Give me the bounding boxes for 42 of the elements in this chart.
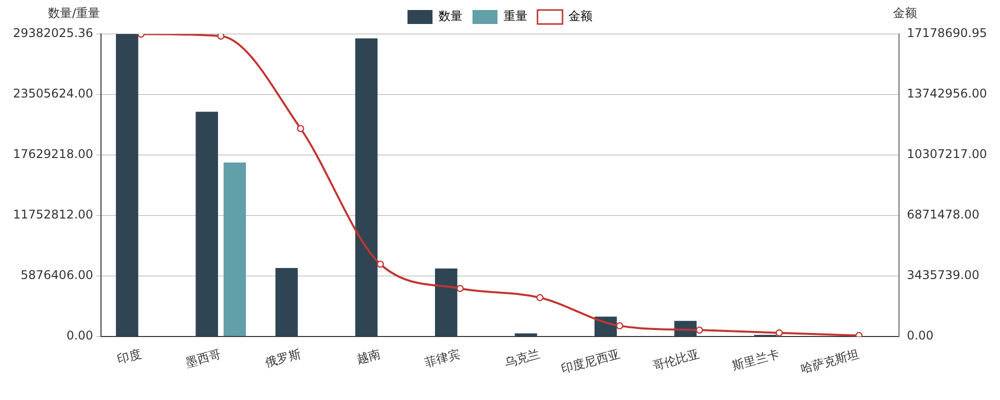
y-tick-label: 5876406.00 xyxy=(20,268,94,282)
y2-axis-title: 金额 xyxy=(892,6,917,20)
y2-tick-label: 13742956.00 xyxy=(906,86,988,101)
point xyxy=(217,34,224,40)
legend-label: 金额 xyxy=(568,9,592,24)
point xyxy=(776,329,783,336)
y-axis-title: 数量/重量 xyxy=(48,6,100,20)
bar xyxy=(116,34,138,336)
point xyxy=(696,326,704,334)
point xyxy=(536,294,544,302)
x-tick-label: 哈萨克斯坦 xyxy=(798,346,861,376)
bar xyxy=(514,333,538,336)
bar xyxy=(275,268,298,336)
y2-tick-label: 17178690.95 xyxy=(906,26,988,40)
x-tick-label: 哥伦比亚 xyxy=(651,346,702,373)
y-tick-label: 29382025.36 xyxy=(12,26,94,40)
y2-tick-label: 3435739.00 xyxy=(906,268,980,282)
point xyxy=(376,260,384,268)
x-tick-label: 斯里兰卡 xyxy=(730,346,781,373)
point xyxy=(616,322,624,330)
bar xyxy=(224,162,246,336)
legend-label: 数量 xyxy=(438,9,462,24)
y2-tick-label: 0.00 xyxy=(906,328,934,343)
legend-label: 重量 xyxy=(504,9,528,24)
y-tick-label: 23505624.00 xyxy=(12,86,94,101)
point xyxy=(456,284,464,292)
x-tick-label: 墨西哥 xyxy=(184,346,222,370)
y-tick-label: 11752812.00 xyxy=(12,208,94,222)
point xyxy=(296,124,304,132)
y-tick-label: 0.00 xyxy=(66,328,94,343)
x-tick-label: 印度尼西亚 xyxy=(560,346,622,376)
x-tick-label: 越南 xyxy=(355,346,382,367)
y2-tick-label: 10307217.00 xyxy=(906,147,988,162)
y-tick-label: 17629218.00 xyxy=(12,147,94,162)
x-tick-label: 菲律宾 xyxy=(423,346,462,370)
x-tick-label: 俄罗斯 xyxy=(264,346,302,370)
bar xyxy=(355,38,378,336)
y2-tick-label: 6871478.00 xyxy=(906,208,980,222)
bar xyxy=(196,112,218,336)
x-tick-label: 印度 xyxy=(116,346,143,367)
bar xyxy=(434,268,458,336)
x-tick-label: 乌克兰 xyxy=(503,346,542,370)
